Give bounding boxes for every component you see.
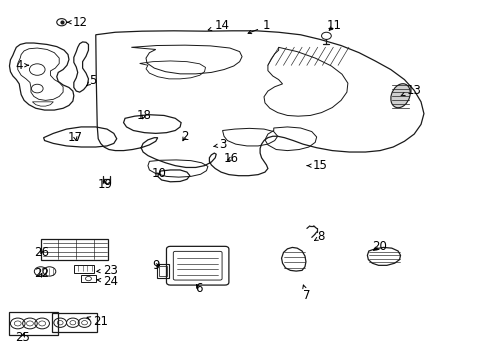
Text: 8: 8 xyxy=(314,230,325,243)
Text: 5: 5 xyxy=(86,74,97,87)
Text: 4: 4 xyxy=(15,59,28,72)
Text: 20: 20 xyxy=(371,240,386,253)
Text: 26: 26 xyxy=(34,246,49,259)
Text: 3: 3 xyxy=(213,138,226,151)
Text: 13: 13 xyxy=(400,84,420,97)
Text: 6: 6 xyxy=(194,282,202,295)
Text: 9: 9 xyxy=(152,259,159,272)
Text: 25: 25 xyxy=(15,330,30,343)
Text: 24: 24 xyxy=(97,275,118,288)
Text: 22: 22 xyxy=(34,267,49,280)
Ellipse shape xyxy=(390,84,409,108)
Text: 14: 14 xyxy=(208,19,229,32)
Text: 1: 1 xyxy=(247,19,270,33)
Text: 23: 23 xyxy=(97,264,118,277)
Text: 16: 16 xyxy=(224,152,239,165)
Text: 15: 15 xyxy=(306,159,327,172)
Text: 12: 12 xyxy=(67,16,88,29)
Text: 19: 19 xyxy=(97,178,112,191)
Text: 11: 11 xyxy=(326,19,341,32)
Text: 10: 10 xyxy=(152,167,166,180)
Text: 17: 17 xyxy=(68,131,83,144)
Text: 18: 18 xyxy=(136,109,151,122)
Text: 2: 2 xyxy=(181,130,188,144)
Text: 7: 7 xyxy=(302,285,310,302)
Text: 21: 21 xyxy=(87,315,108,328)
